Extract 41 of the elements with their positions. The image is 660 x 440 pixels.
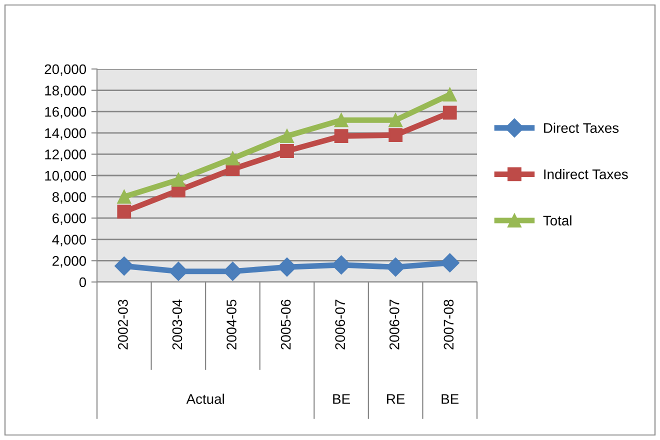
point [226,152,240,166]
point [117,204,132,219]
legend-label: Total [543,215,572,226]
y-tick-label: 8,000 [52,192,86,204]
y-tick-label: 4,000 [52,234,86,246]
point [388,128,403,142]
point [334,129,348,144]
text: Actual [186,394,224,404]
point [280,129,294,144]
text: RE [387,394,405,404]
y-tick-label: 2,000 [52,256,86,268]
y-tick-label: 10,000 [45,170,86,182]
legend-label: Indirect Taxes [544,169,628,180]
y-tick-label: 0 [79,277,86,288]
x-tick-label: 2004-05 [226,300,236,350]
x-tick-label: 2002-03 [118,300,128,350]
point [114,256,134,276]
y-tick-label: 6,000 [52,213,86,225]
point [440,253,460,272]
point [442,88,457,102]
point [386,258,406,277]
y-tick-label: 20,000 [44,64,86,76]
text: BE [333,394,350,404]
y-tick-label: 16,000 [45,106,86,118]
point [171,172,186,187]
point [388,113,403,128]
x-tick-label: 2005-06 [280,300,291,350]
point [442,106,457,120]
point [168,262,188,281]
text: BE [442,394,459,404]
y-tick-label: 14,000 [45,128,86,140]
x-tick-label: 2006-07 [389,300,400,350]
x-tick-label: 2003-04 [172,300,182,350]
y-tick-label: 12,000 [45,150,86,162]
x-tick-label: 2006-07 [335,300,346,350]
point [117,190,132,204]
point [280,144,294,158]
y-tick-label: 18,000 [45,86,86,98]
x-tick-label: 2007-08 [444,300,454,350]
point [334,113,348,128]
legend-label: Direct Taxes [544,122,619,133]
